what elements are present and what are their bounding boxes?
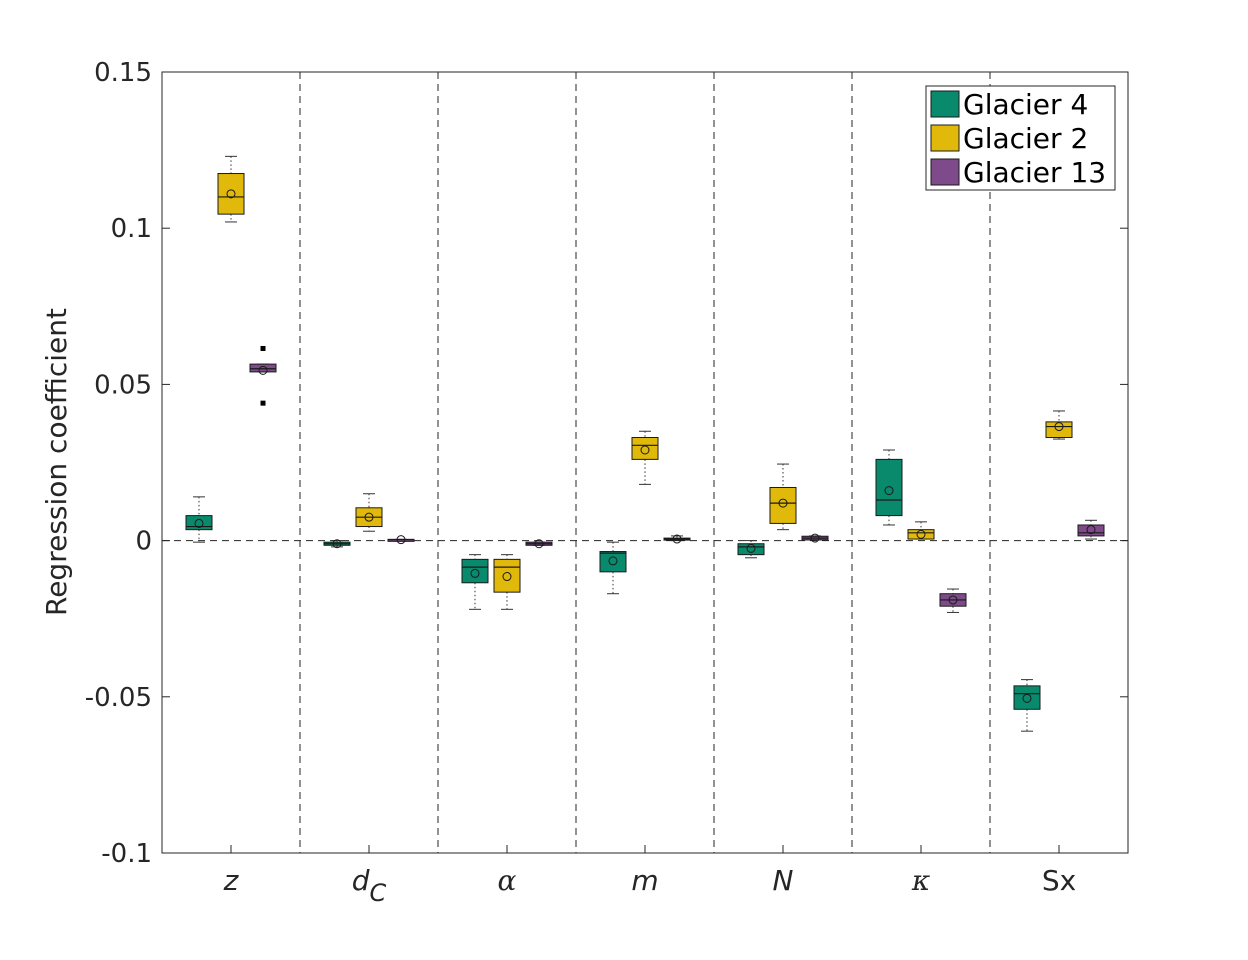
mean-marker: [1022, 693, 1032, 703]
x-tick-label: Sx: [1042, 864, 1076, 897]
box-glacier-13-2: [387, 535, 415, 545]
box-iqr: [631, 437, 659, 460]
y-axis-label: Regression coefficient: [40, 308, 73, 616]
box-glacier-13-3: [525, 539, 553, 549]
legend-swatch: [930, 124, 960, 152]
mean-marker: [534, 539, 544, 549]
x-tick-label: dC: [352, 864, 387, 907]
legend-label: Glacier 2: [963, 122, 1088, 155]
mean-marker: [608, 556, 618, 566]
grid-layer: [162, 72, 1128, 853]
mean-marker: [884, 486, 894, 496]
outlier-point: [260, 400, 266, 406]
box-iqr: [875, 458, 903, 517]
mean-marker: [226, 189, 236, 199]
box-glacier-2-6: [907, 521, 935, 540]
box-glacier-4-2: [323, 539, 351, 549]
y-tick-label: -0.1: [101, 839, 152, 869]
y-axis: -0.1 -0.05 0 0.05 0.1 0.15: [85, 58, 1128, 869]
legend-swatch: [930, 90, 960, 118]
box-iqr: [249, 363, 277, 373]
box-iqr: [769, 486, 797, 524]
box-glacier-2-4: [631, 430, 659, 485]
box-glacier-4-1: [185, 496, 213, 543]
legend-label: Glacier 4: [963, 88, 1088, 121]
legend-swatch: [930, 158, 960, 186]
box-glacier-13-5: [801, 533, 829, 543]
x-tick-label: N: [773, 864, 794, 897]
mean-marker: [332, 539, 342, 549]
mean-marker: [194, 518, 204, 528]
y-tick-label: -0.05: [85, 683, 152, 713]
mean-marker: [1054, 422, 1064, 432]
box-iqr: [217, 173, 245, 215]
box-glacier-13-1: [249, 345, 277, 406]
box-glacier-2-5: [769, 463, 797, 531]
box-iqr: [1013, 685, 1041, 710]
box-iqr: [461, 558, 489, 584]
box-iqr: [1045, 421, 1073, 439]
x-tick-label: m: [631, 864, 658, 897]
mean-marker: [470, 568, 480, 578]
box-glacier-13-7: [1077, 519, 1105, 540]
box-glacier-4-7: [1013, 679, 1041, 732]
y-tick-label: 0.1: [111, 214, 152, 244]
mean-marker: [672, 534, 682, 544]
box-iqr: [599, 551, 627, 573]
box-glacier-13-4: [663, 534, 691, 544]
box-layer: [185, 155, 1105, 732]
box-iqr: [493, 558, 521, 593]
mean-marker: [778, 498, 788, 508]
box-iqr: [737, 543, 765, 556]
mean-marker: [258, 365, 268, 375]
box-glacier-4-4: [599, 541, 627, 595]
y-tick-label: 0: [135, 527, 152, 557]
box-glacier-4-3: [461, 554, 489, 610]
box-glacier-2-1: [217, 155, 245, 223]
box-iqr: [1077, 524, 1105, 537]
y-tick-label: 0.15: [94, 58, 152, 88]
x-tick-label: z: [223, 864, 240, 897]
y-tick-label: 0.05: [94, 370, 152, 400]
box-glacier-4-5: [737, 540, 765, 559]
mean-marker: [746, 543, 756, 553]
x-tick-label: κ: [911, 864, 930, 897]
box-glacier-13-6: [939, 588, 967, 613]
mean-marker: [640, 445, 650, 455]
mean-marker: [502, 572, 512, 582]
mean-marker: [916, 529, 926, 539]
mean-marker: [948, 595, 958, 605]
outlier-point: [260, 345, 266, 351]
mean-marker: [1086, 525, 1096, 535]
mean-marker: [364, 512, 374, 522]
box-glacier-4-6: [875, 449, 903, 526]
mean-marker: [810, 533, 820, 543]
box-glacier-2-7: [1045, 410, 1073, 440]
legend-label: Glacier 13: [963, 156, 1106, 189]
x-tick-label: α: [498, 864, 517, 897]
mean-marker: [396, 535, 406, 545]
box-iqr: [907, 529, 935, 540]
box-glacier-2-3: [493, 554, 521, 610]
box-glacier-2-2: [355, 493, 383, 532]
